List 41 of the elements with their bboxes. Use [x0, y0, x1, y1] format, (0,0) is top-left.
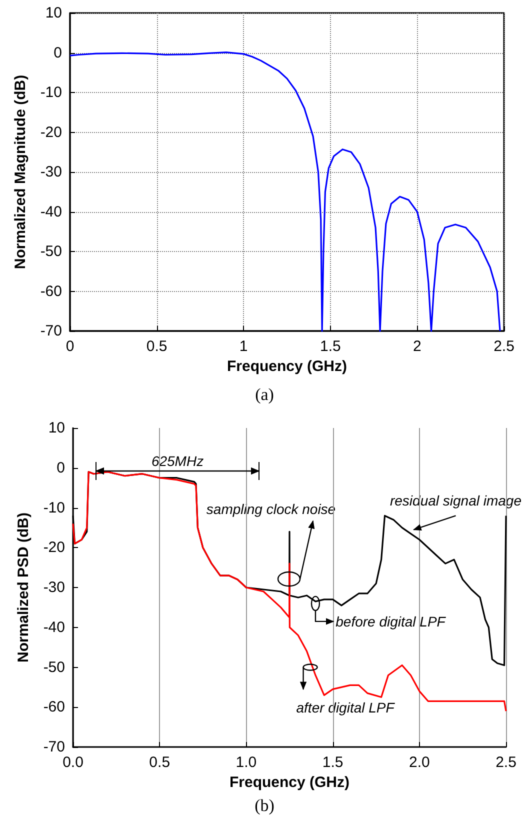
y-tick-label: -70	[40, 322, 62, 340]
y-tick-label: -30	[43, 579, 65, 596]
x-tick-label: 2.0	[408, 754, 430, 771]
annotation: before digital LPF	[336, 613, 447, 630]
x-axis-title: Frequency (GHz)	[226, 358, 348, 375]
y-axis-title: Normalized Magnitude (dB)	[12, 74, 29, 270]
text: (b)	[254, 796, 274, 815]
annotation: residual signal image	[390, 492, 522, 509]
y-tick-label: -30	[40, 164, 62, 180]
x-axis-title: Frequency (GHz)	[229, 774, 350, 791]
y-tick-label: -60	[40, 282, 62, 300]
y-tick-label: -40	[40, 203, 62, 220]
y-tick-label: -60	[43, 698, 65, 716]
y-axis-title: Normalized PSD (dB)	[15, 512, 32, 663]
y-tick-label: 10	[48, 420, 65, 436]
x-tick-label: 2.5	[494, 338, 514, 355]
x-tick-label: 0.5	[146, 338, 168, 355]
y-tick-label: -20	[43, 539, 65, 556]
y-tick-label: -10	[43, 499, 65, 516]
x-tick-label: 0.0	[62, 754, 84, 771]
x-tick-label: 1	[239, 338, 248, 355]
text: (a)	[255, 385, 274, 404]
y-tick-label: -40	[43, 618, 65, 636]
x-tick-label: 1.5	[322, 754, 344, 771]
annotation: sampling clock noise	[206, 501, 336, 517]
y-tick-label: -70	[43, 738, 65, 756]
x-tick-label: 1.0	[236, 754, 257, 771]
x-tick-label: 2.5	[496, 754, 516, 771]
y-tick-label: -10	[40, 84, 62, 101]
y-tick-label: -50	[43, 658, 65, 676]
x-tick-label: 2	[413, 338, 422, 355]
x-tick-label: 0.5	[149, 754, 170, 771]
y-tick-label: -20	[40, 124, 62, 141]
annotation: 625MHz	[151, 453, 204, 469]
annotation: after digital LPF	[296, 699, 396, 716]
y-tick-label: 0	[54, 44, 62, 62]
y-tick-label: 10	[45, 4, 62, 22]
y-tick-label: -50	[40, 243, 62, 260]
line-series	[69, 52, 501, 332]
y-tick-label: 0	[56, 459, 65, 476]
x-tick-label: 1.5	[320, 338, 341, 355]
